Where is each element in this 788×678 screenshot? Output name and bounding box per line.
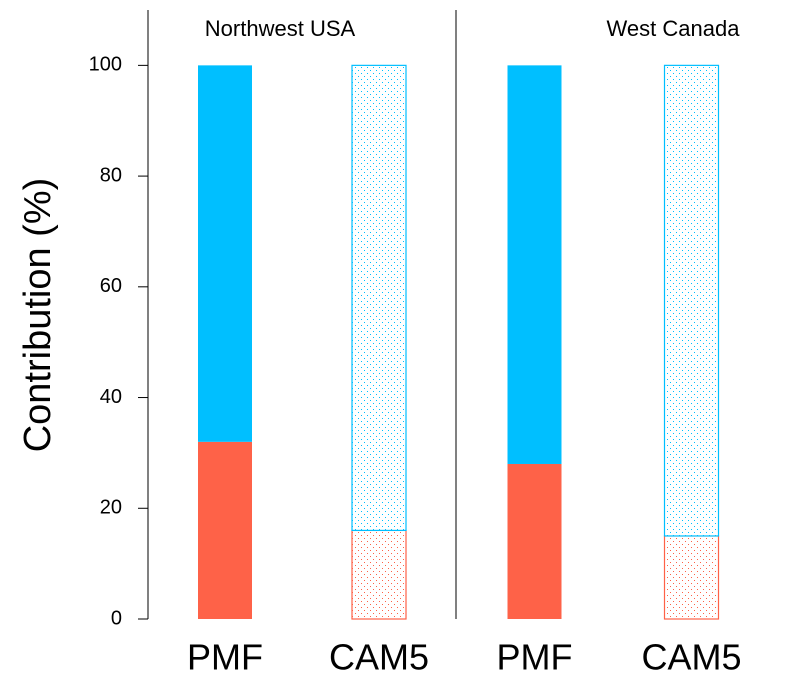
bar-segment <box>351 64 407 532</box>
y-tick-label: 60 <box>100 275 122 297</box>
y-tick-label: 20 <box>100 497 122 519</box>
panel-title: Northwest USA <box>205 16 356 41</box>
bar-segment <box>507 463 562 619</box>
bar-segment <box>507 65 562 464</box>
bar-segment <box>663 64 720 537</box>
y-tick-label: 80 <box>100 164 122 186</box>
panel-title: West Canada <box>607 16 741 41</box>
y-tick-label: 40 <box>100 386 122 408</box>
bar-segment <box>351 529 407 620</box>
y-tick-label: 100 <box>89 54 122 76</box>
y-tick-label: 0 <box>111 607 122 629</box>
x-tick-label: PMF <box>497 637 573 678</box>
x-tick-label: PMF <box>187 637 263 678</box>
x-tick-label: CAM5 <box>329 637 429 678</box>
bar-segment <box>663 535 720 620</box>
y-axis-label: Contribution (%) <box>17 178 59 453</box>
bar-segment <box>198 65 252 442</box>
bar-segment <box>198 441 252 619</box>
x-tick-label: CAM5 <box>641 637 741 678</box>
